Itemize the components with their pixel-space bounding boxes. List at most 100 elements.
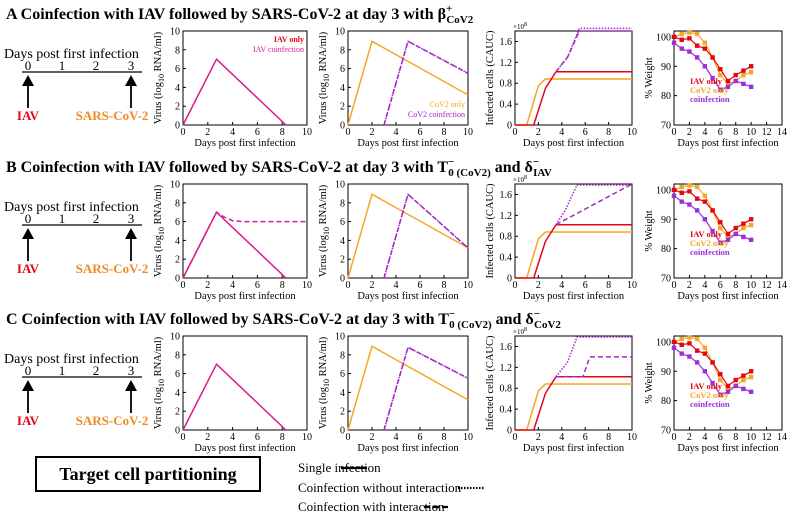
timeline-cov2-label: SARS-CoV-2	[76, 261, 149, 276]
marker-weight-coinfection	[671, 193, 677, 198]
marker-weight-iav-only	[702, 46, 708, 51]
plot-frame	[673, 183, 783, 279]
x-tick-label: 6	[255, 280, 260, 291]
marker-weight-iav-only	[718, 371, 723, 377]
marker-weight-cov2-only	[679, 31, 684, 37]
timeline-cov2-label: SARS-CoV-2	[76, 413, 149, 428]
y-tick-label: 0.8	[500, 384, 513, 395]
panel-C-1: 0 2 4 6 8 10 0 2 4 6 8 10 Days post first infection V…	[318, 332, 473, 455]
y-tick-label: 100	[656, 32, 671, 43]
y-tick-label: 10	[170, 27, 180, 38]
y-axis-label: Infected cells (CAUC)	[485, 183, 496, 279]
x-tick-label: 2	[687, 280, 692, 291]
legend-with-interaction-label: Coinfection with interaction	[298, 499, 445, 514]
y-tick-label: 80	[661, 396, 671, 407]
timeline-iav-label: IAV	[17, 108, 40, 123]
marker-weight-coinfection	[679, 199, 684, 204]
cells-multiplier: ×108	[513, 327, 527, 336]
marker-weight-iav-only	[733, 377, 738, 383]
marker-weight-cov2-only	[718, 72, 723, 78]
y-tick-label: 0.4	[500, 405, 513, 416]
x-tick-label: 10	[463, 280, 473, 291]
series-cov2-coinfection-interaction	[383, 192, 469, 279]
partitioning-box: Target cell partitioning	[35, 456, 261, 492]
y-tick-label: 90	[661, 62, 671, 73]
legend-weight-coinfection: coinfection	[690, 399, 730, 409]
timeline-tick: 1	[59, 363, 66, 378]
y-tick-label: 10	[170, 332, 180, 343]
marker-weight-coinfection	[741, 386, 746, 392]
x-tick-label: 10	[627, 432, 637, 443]
marker-weight-coinfection	[710, 75, 715, 81]
legend-weight-cov2-only: CoV2 only	[690, 238, 729, 248]
series-cells-coinfection-interaction	[555, 183, 633, 226]
marker-weight-iav-only	[718, 66, 723, 72]
y-tick-label: 10	[335, 27, 345, 38]
legend-weight-coinfection: coinfection	[690, 247, 730, 257]
marker-weight-cov2-only	[687, 183, 692, 188]
y-tick-label: 6	[340, 64, 345, 75]
y-tick-label: 100	[656, 337, 671, 348]
y-tick-label: 90	[661, 367, 671, 378]
panel-B-3: 0 2 4 6 8 10 12 14 70 80 90 100 Days post first infe…	[644, 183, 787, 302]
marker-weight-cov2-only	[725, 386, 731, 392]
marker-weight-iav-only	[741, 68, 746, 73]
marker-weight-coinfection	[718, 392, 723, 397]
legend-weight-iav-only: IAV only	[690, 76, 723, 86]
y-tick-label: 6	[175, 64, 180, 75]
x-tick-label: 4	[702, 280, 707, 291]
y-tick-label: 2	[175, 102, 180, 113]
y-axis-label: Virus (log10 RNA/ml)	[318, 31, 331, 124]
series-cov2-coinfection-interaction	[383, 40, 469, 126]
marker-weight-iav-only	[725, 78, 731, 84]
panel-A-2: 0 2 4 6 8 10 0 0.4 0.8 1.2 1.6 Days post first infe…	[485, 22, 637, 149]
legend-weight-cov2-only: CoV2 only	[690, 85, 729, 95]
marker-weight-coinfection	[687, 49, 692, 54]
y-tick-label: 0.8	[500, 79, 513, 90]
y-tick-label: 0	[340, 121, 345, 132]
y-axis-label: Virus (log10 RNA/ml)	[318, 184, 331, 277]
marker-weight-coinfection	[687, 202, 692, 207]
y-tick-label: 8	[340, 198, 345, 209]
series-cells-cov2-only	[515, 231, 632, 279]
marker-weight-iav-only	[694, 196, 700, 201]
panel-C-2: 0 2 4 6 8 10 0 0.4 0.8 1.2 1.6 Days post first infe…	[485, 327, 637, 454]
marker-weight-coinfection	[702, 64, 708, 69]
x-tick-label: 4	[702, 432, 707, 443]
x-tick-label: 8	[442, 127, 447, 138]
x-tick-label: 6	[718, 127, 723, 138]
marker-weight-iav-only	[679, 190, 684, 196]
series-cov2-coinfection-interaction	[383, 346, 469, 431]
y-tick-label: 4	[340, 83, 345, 94]
series-iav-only	[182, 362, 287, 431]
x-tick-label: 6	[418, 432, 423, 443]
x-tick-label: 10	[627, 280, 637, 291]
y-tick-label: 0	[175, 121, 180, 132]
x-axis-label: Days post first infection	[357, 443, 459, 454]
y-tick-label: 90	[661, 215, 671, 226]
plot-frame	[182, 30, 308, 126]
legend-weight-cov2-only: CoV2 only	[690, 390, 729, 400]
x-tick-label: 6	[255, 127, 260, 138]
y-tick-label: 0.4	[500, 253, 513, 264]
timeline-iav-label: IAV	[17, 261, 40, 276]
x-axis-label: Days post first infection	[677, 138, 779, 149]
x-tick-label: 10	[746, 432, 756, 443]
cells-multiplier: ×108	[513, 22, 527, 31]
y-tick-label: 6	[340, 369, 345, 380]
marker-weight-iav-only	[741, 373, 746, 378]
row-title-A: A Coinfection with IAV followed by SARS-…	[6, 3, 474, 26]
timeline-tick: 0	[25, 363, 32, 378]
y-axis-label: % Weight	[644, 210, 655, 251]
timeline-tick: 2	[93, 58, 100, 73]
x-tick-label: 8	[606, 127, 611, 138]
x-axis-label: Days post first infection	[357, 291, 459, 302]
marker-weight-cov2-only	[702, 193, 708, 198]
marker-weight-coinfection	[679, 351, 684, 356]
marker-weight-iav-only	[733, 72, 738, 78]
timeline-arrowhead	[125, 228, 137, 239]
timeline-arrowhead	[22, 228, 34, 239]
legend-weight-coinfection: coinfection	[690, 94, 730, 104]
